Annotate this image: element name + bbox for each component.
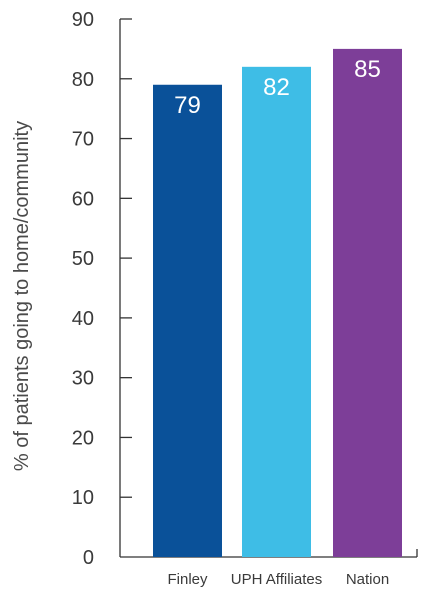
y-tick-label: 20 — [72, 427, 94, 449]
value-labels: 79 82 85 — [174, 56, 381, 119]
value-label: 82 — [263, 74, 290, 101]
bars — [153, 48, 402, 558]
value-label: 79 — [174, 92, 201, 119]
y-axis-ticks: 0 10 20 30 40 50 60 70 80 90 — [72, 9, 132, 569]
value-label: 85 — [354, 56, 381, 83]
y-tick-label: 70 — [72, 129, 94, 151]
y-tick-label: 40 — [72, 308, 94, 330]
y-tick-label: 90 — [72, 9, 94, 31]
y-tick-label: 60 — [72, 188, 94, 210]
bar-finley — [153, 84, 222, 557]
y-axis-title-group: % of patients going to home/community — [11, 121, 33, 471]
y-tick-label: 50 — [72, 248, 94, 270]
category-labels: Finley UPH Affiliates Nation — [167, 571, 389, 588]
category-label: Nation — [346, 571, 389, 588]
y-tick-label: 30 — [72, 368, 94, 390]
bar-uph-affiliates — [242, 66, 311, 558]
y-tick-label: 80 — [72, 69, 94, 91]
y-tick-label: 10 — [72, 487, 94, 509]
category-label: UPH Affiliates — [231, 571, 322, 588]
y-tick-label: 0 — [83, 547, 94, 569]
category-label: Finley — [167, 571, 208, 588]
bar-nation — [333, 48, 402, 558]
y-axis-title: % of patients going to home/community — [11, 121, 33, 471]
